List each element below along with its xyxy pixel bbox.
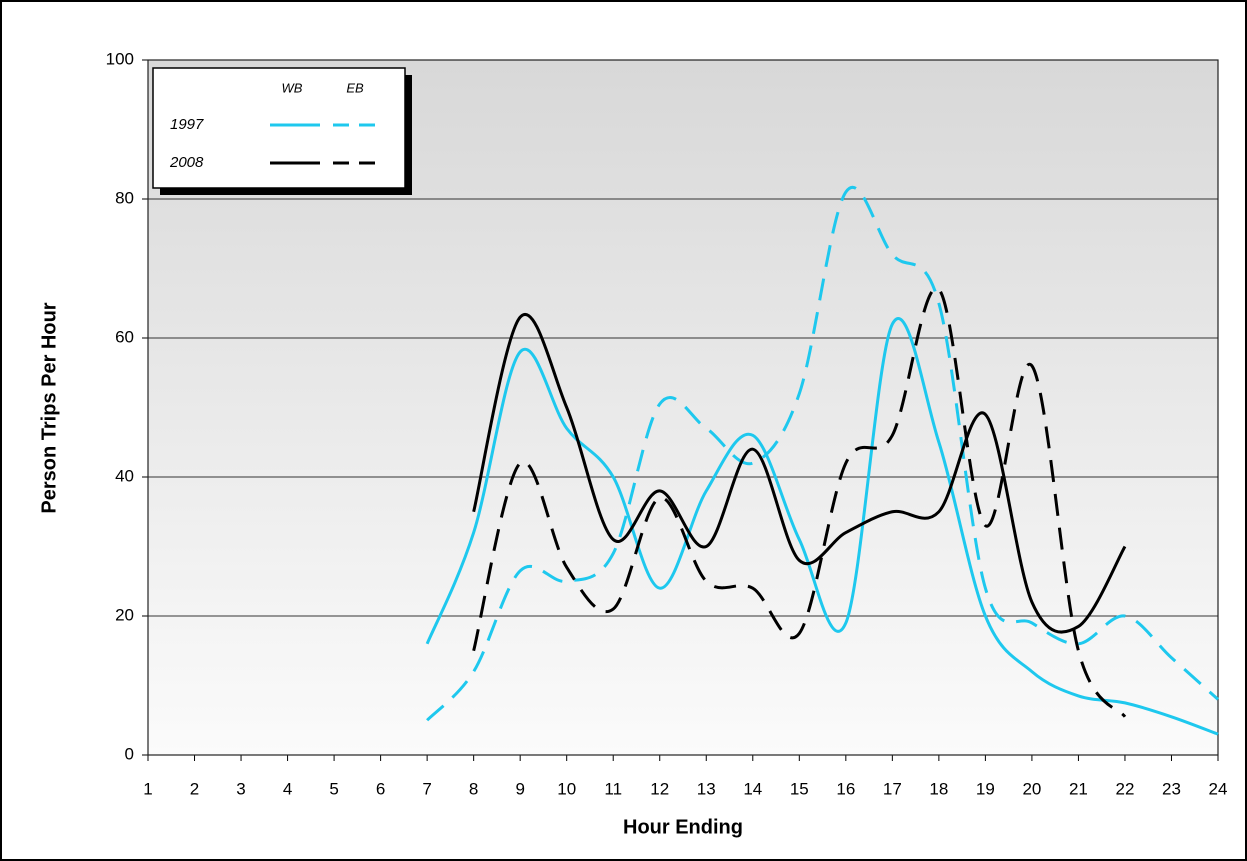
x-tick-label: 6: [376, 779, 385, 798]
x-tick-label: 11: [604, 779, 622, 798]
x-tick-label: 8: [469, 779, 478, 798]
series-line: [425, 317, 1219, 736]
x-tick-label: 24: [1209, 779, 1228, 798]
y-axis-title: Person Trips Per Hour: [38, 302, 60, 513]
x-tick-label: 2: [190, 779, 199, 798]
legend-column: EB: [346, 80, 364, 95]
x-tick-label: 19: [976, 779, 995, 798]
y-tick-label: 0: [125, 744, 134, 763]
legend-row: 1997: [170, 116, 204, 133]
x-tick-label: 13: [697, 779, 716, 798]
x-tick-label: 15: [790, 779, 809, 798]
x-tick-label: 16: [836, 779, 855, 798]
legend-box: [152, 67, 406, 189]
series-line: [426, 186, 1220, 722]
legend-row: 2008: [169, 154, 204, 171]
plot-border: [147, 59, 1219, 756]
x-tick-label: 18: [929, 779, 948, 798]
x-tick-label: 20: [1022, 779, 1041, 798]
x-tick-label: 21: [1069, 779, 1088, 798]
series-line: [472, 313, 1127, 634]
legend: WB EB 1997 2008: [152, 67, 412, 195]
x-tick-label: 17: [883, 779, 902, 798]
x-tick-label: 22: [1115, 779, 1134, 798]
y-tick-label: 100: [106, 49, 134, 68]
x-tick-label: 3: [236, 779, 245, 798]
y-tick-label: 60: [115, 327, 134, 346]
x-tick-label: 9: [515, 779, 524, 798]
series-line: [472, 286, 1127, 718]
x-tick-label: 23: [1162, 779, 1181, 798]
y-tick-label: 80: [115, 188, 134, 207]
x-axis-title: Hour Ending: [623, 816, 743, 838]
x-tick-label: 7: [422, 779, 431, 798]
y-tick-label: 40: [115, 466, 134, 485]
x-tick-label: 10: [557, 779, 576, 798]
x-tick-label: 1: [143, 779, 152, 798]
x-tick-label: 5: [329, 779, 338, 798]
legend-column: WB: [282, 80, 303, 95]
y-tick-label: 20: [115, 605, 134, 624]
x-tick-label: 12: [650, 779, 669, 798]
x-tick-label: 14: [743, 779, 762, 798]
x-tick-label: 4: [283, 779, 292, 798]
